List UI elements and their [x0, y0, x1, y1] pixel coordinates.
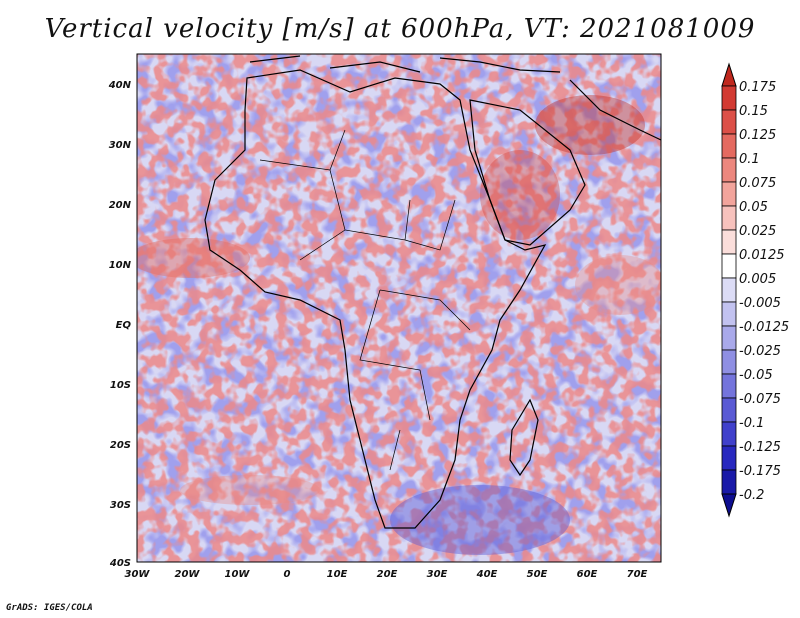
colorbar-segment: [721, 157, 737, 183]
x-tick-label: 70E: [627, 569, 648, 580]
x-tick-label: 40E: [476, 569, 498, 580]
colorbar-label: -0.1: [739, 416, 764, 431]
y-tick-label: 20N: [109, 200, 132, 211]
colorbar-segment: [721, 373, 737, 399]
colorbar-segment: [721, 397, 737, 423]
africa-coastline: [204, 69, 547, 529]
y-tick-label: 40S: [109, 558, 131, 569]
arabian-red-region: [480, 150, 560, 240]
colorbar-label: 0.025: [739, 224, 776, 239]
y-tick-label: 40N: [108, 80, 132, 91]
south-atlantic-red: [180, 475, 320, 505]
europe-asia-coastline: [249, 55, 661, 141]
colorbar-segment: [721, 325, 737, 351]
arabia-coastline: [469, 99, 586, 246]
y-tick-label: EQ: [116, 320, 132, 331]
y-tick-label: 30N: [109, 140, 132, 151]
y-tick-label: 30S: [110, 500, 131, 511]
colorbar-label: -0.025: [739, 344, 781, 359]
chart-title: Vertical velocity [m/s] at 600hPa, VT: 2…: [44, 14, 756, 44]
colorbar-top-arrow: [721, 62, 737, 87]
x-tick-label: 10E: [327, 569, 348, 580]
colorbar-label: -0.005: [739, 296, 781, 311]
colorbar-segment: [721, 445, 737, 471]
colorbar-label: 0.1: [739, 152, 760, 167]
y-tick-label: 10N: [109, 260, 132, 271]
colorbar-label: -0.175: [739, 464, 781, 479]
x-tick-label: 10W: [225, 569, 251, 580]
colorbar-segment: [721, 109, 737, 135]
x-axis: 30W 20W 10W 0 10E 20E 30E 40E 50E 60E 70…: [125, 569, 648, 580]
colorbar-label: 0.15: [739, 104, 768, 119]
colorbar-label: -0.05: [739, 368, 773, 383]
colorbar-segment: [721, 181, 737, 207]
colorbar-segment: [721, 85, 737, 111]
colorbar-label: 0.175: [739, 80, 776, 95]
madagascar-coastline: [509, 398, 539, 477]
red-noise-layer: [137, 54, 661, 562]
indian-ocean-red: [575, 255, 661, 315]
colorbar-label: -0.075: [739, 392, 781, 407]
colorbar-segment: [721, 421, 737, 447]
colorbar-label: 0.005: [739, 272, 776, 287]
x-tick-label: 0: [284, 569, 291, 580]
y-axis: 40N 30N 20N 10N EQ 10S 20S 30S 40S: [108, 80, 132, 569]
colorbar-bottom-arrow: [721, 493, 737, 518]
x-tick-label: 20W: [175, 569, 201, 580]
colorbar-segment: [721, 253, 737, 279]
iran-red-region: [535, 95, 645, 155]
x-tick-label: 20E: [377, 569, 398, 580]
colorbar-label: 0.05: [739, 200, 768, 215]
colorbar-label: 0.0125: [739, 248, 785, 263]
colorbar-label: 0.075: [739, 176, 776, 191]
colorbar-label: -0.2: [739, 488, 764, 503]
x-tick-label: 30W: [125, 569, 151, 580]
southern-blue-region: [390, 485, 570, 555]
y-tick-label: 20S: [110, 440, 131, 451]
colorbar-segment: [721, 301, 737, 327]
colorbar: 0.175 0.15 0.125 0.1 0.075 0.05 0.025 0.0125 0.0…: [721, 62, 789, 518]
colorbar-segment: [721, 229, 737, 255]
colorbar-segment: [721, 349, 737, 375]
colorbar-label: 0.125: [739, 128, 776, 143]
x-tick-label: 30E: [427, 569, 448, 580]
itcz-red-band: [137, 238, 250, 278]
colorbar-label: -0.125: [739, 440, 781, 455]
x-tick-label: 60E: [577, 569, 598, 580]
x-tick-label: 50E: [527, 569, 548, 580]
map-plot-area: [137, 54, 661, 562]
colorbar-segment: [721, 469, 737, 495]
colorbar-segment: [721, 133, 737, 159]
colorbar-segment: [721, 277, 737, 303]
y-tick-label: 10S: [110, 380, 131, 391]
grads-credit: GrADS: IGES/COLA: [6, 603, 93, 613]
map-frame: [136, 53, 662, 563]
country-borders: [259, 129, 471, 471]
colorbar-label: -0.0125: [739, 320, 789, 335]
colorbar-segment: [721, 205, 737, 231]
